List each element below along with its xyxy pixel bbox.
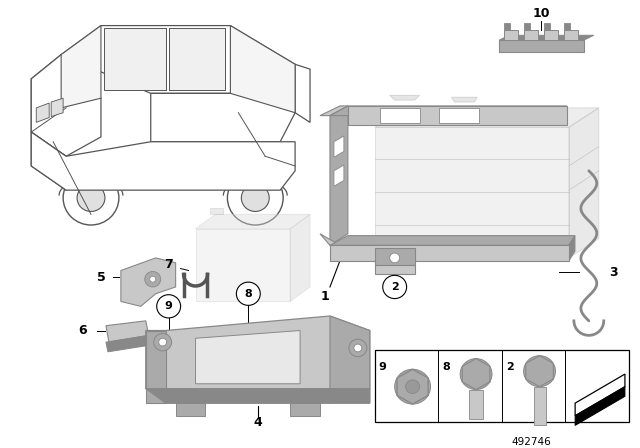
Text: 7: 7 — [164, 258, 173, 271]
Text: 9: 9 — [379, 362, 387, 372]
Polygon shape — [320, 234, 348, 246]
Text: 5: 5 — [97, 271, 106, 284]
Polygon shape — [169, 29, 225, 90]
Text: 2: 2 — [506, 362, 513, 372]
Polygon shape — [61, 26, 295, 93]
Polygon shape — [575, 387, 625, 426]
Polygon shape — [330, 106, 567, 116]
Circle shape — [241, 184, 269, 211]
Text: 8: 8 — [244, 289, 252, 299]
Polygon shape — [36, 103, 49, 122]
Polygon shape — [51, 98, 63, 116]
Polygon shape — [31, 55, 101, 156]
Circle shape — [383, 276, 406, 298]
Circle shape — [150, 276, 156, 282]
Text: 9: 9 — [164, 302, 173, 311]
Polygon shape — [348, 106, 567, 125]
Polygon shape — [330, 106, 348, 246]
Polygon shape — [524, 23, 530, 30]
Polygon shape — [544, 23, 550, 30]
Polygon shape — [320, 106, 348, 116]
Polygon shape — [504, 23, 510, 30]
Polygon shape — [146, 331, 166, 403]
Polygon shape — [196, 331, 300, 384]
Polygon shape — [334, 136, 344, 157]
Text: 10: 10 — [532, 7, 550, 20]
Circle shape — [145, 271, 161, 287]
Polygon shape — [290, 403, 320, 416]
Text: 492746: 492746 — [512, 437, 552, 447]
Polygon shape — [499, 40, 584, 52]
Polygon shape — [375, 127, 569, 258]
Circle shape — [395, 369, 431, 404]
Polygon shape — [230, 26, 295, 113]
Polygon shape — [196, 214, 310, 229]
Polygon shape — [380, 108, 420, 123]
Polygon shape — [175, 403, 205, 416]
Bar — [469, 390, 483, 418]
Polygon shape — [104, 29, 166, 90]
Polygon shape — [146, 388, 370, 403]
Polygon shape — [31, 132, 101, 190]
Polygon shape — [451, 97, 477, 102]
Polygon shape — [31, 55, 61, 132]
Circle shape — [390, 253, 399, 263]
Polygon shape — [31, 132, 295, 190]
Circle shape — [159, 338, 166, 346]
Text: 3: 3 — [609, 266, 618, 279]
Polygon shape — [544, 30, 558, 40]
Polygon shape — [61, 26, 101, 108]
Polygon shape — [575, 374, 625, 416]
Circle shape — [157, 295, 180, 318]
Text: 1: 1 — [321, 290, 330, 303]
Polygon shape — [375, 108, 599, 127]
Circle shape — [77, 184, 105, 211]
Polygon shape — [440, 108, 479, 123]
Polygon shape — [390, 95, 420, 100]
Bar — [375, 350, 628, 422]
Circle shape — [460, 358, 492, 390]
Bar — [534, 387, 545, 426]
Polygon shape — [569, 236, 575, 261]
Polygon shape — [569, 108, 599, 258]
Polygon shape — [330, 316, 370, 403]
Polygon shape — [334, 165, 344, 186]
Circle shape — [154, 333, 172, 351]
Polygon shape — [375, 248, 415, 265]
Polygon shape — [564, 30, 578, 40]
Circle shape — [63, 171, 119, 225]
Polygon shape — [196, 229, 290, 302]
Polygon shape — [290, 214, 310, 302]
Circle shape — [349, 339, 367, 357]
Text: 4: 4 — [254, 416, 262, 429]
Polygon shape — [151, 65, 295, 142]
Circle shape — [354, 344, 362, 352]
Polygon shape — [211, 207, 223, 214]
Polygon shape — [106, 336, 151, 352]
Polygon shape — [106, 321, 148, 342]
Polygon shape — [524, 30, 538, 40]
Polygon shape — [146, 316, 370, 403]
Text: 8: 8 — [442, 362, 450, 372]
Polygon shape — [330, 246, 569, 261]
Polygon shape — [375, 265, 415, 274]
Polygon shape — [504, 30, 518, 40]
Circle shape — [236, 282, 260, 306]
Polygon shape — [121, 258, 175, 306]
Polygon shape — [564, 23, 570, 30]
Polygon shape — [295, 65, 310, 122]
Text: 2: 2 — [391, 282, 399, 292]
Circle shape — [227, 171, 283, 225]
Polygon shape — [330, 236, 575, 246]
Polygon shape — [499, 35, 594, 40]
Text: 6: 6 — [79, 324, 87, 337]
Circle shape — [406, 380, 420, 393]
Circle shape — [524, 356, 556, 387]
